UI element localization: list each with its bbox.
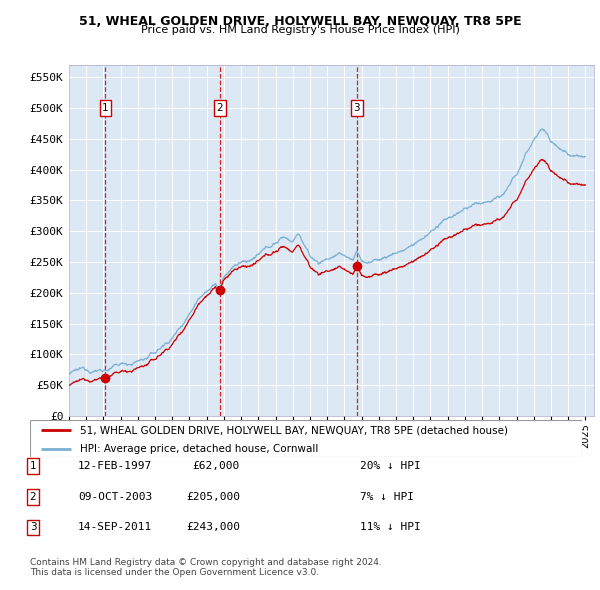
Text: HPI: Average price, detached house, Cornwall: HPI: Average price, detached house, Corn… — [80, 444, 318, 454]
Text: 20% ↓ HPI: 20% ↓ HPI — [360, 461, 421, 471]
Text: Contains HM Land Registry data © Crown copyright and database right 2024.
This d: Contains HM Land Registry data © Crown c… — [30, 558, 382, 577]
Text: 1: 1 — [29, 461, 37, 471]
Text: 51, WHEAL GOLDEN DRIVE, HOLYWELL BAY, NEWQUAY, TR8 5PE: 51, WHEAL GOLDEN DRIVE, HOLYWELL BAY, NE… — [79, 15, 521, 28]
Text: 3: 3 — [353, 103, 360, 113]
Text: 12-FEB-1997: 12-FEB-1997 — [78, 461, 152, 471]
FancyBboxPatch shape — [30, 420, 582, 457]
Text: 14-SEP-2011: 14-SEP-2011 — [78, 523, 152, 532]
Text: 51, WHEAL GOLDEN DRIVE, HOLYWELL BAY, NEWQUAY, TR8 5PE (detached house): 51, WHEAL GOLDEN DRIVE, HOLYWELL BAY, NE… — [80, 425, 508, 435]
Text: Price paid vs. HM Land Registry's House Price Index (HPI): Price paid vs. HM Land Registry's House … — [140, 25, 460, 35]
Text: £205,000: £205,000 — [186, 492, 240, 502]
Text: £62,000: £62,000 — [193, 461, 240, 471]
Text: 11% ↓ HPI: 11% ↓ HPI — [360, 523, 421, 532]
Text: 2: 2 — [29, 492, 37, 502]
Text: 1: 1 — [102, 103, 109, 113]
Text: 3: 3 — [29, 523, 37, 532]
Text: 09-OCT-2003: 09-OCT-2003 — [78, 492, 152, 502]
Text: £243,000: £243,000 — [186, 523, 240, 532]
Text: 7% ↓ HPI: 7% ↓ HPI — [360, 492, 414, 502]
Text: 2: 2 — [217, 103, 223, 113]
